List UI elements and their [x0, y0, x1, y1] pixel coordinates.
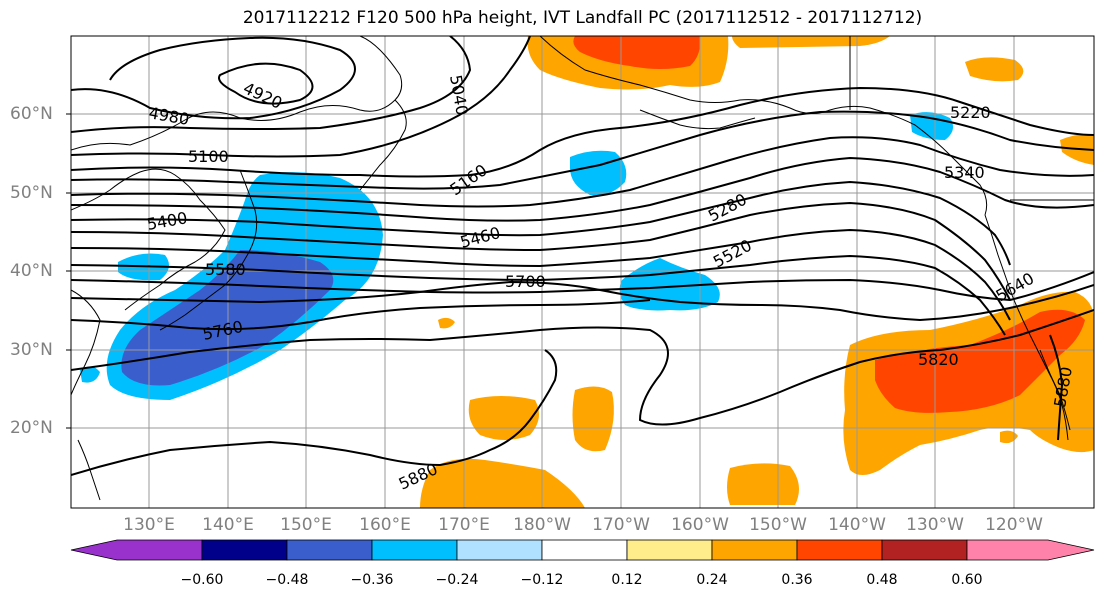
colorbar-segment [371, 539, 458, 561]
contour-5880-east [1049, 334, 1064, 441]
contour-label: 5100 [188, 147, 229, 166]
colorbar-tick-label: −0.24 [435, 572, 479, 588]
coastline-baja [1039, 349, 1071, 431]
coastline-asia-north [71, 36, 403, 151]
coastline-asia-east [71, 168, 226, 311]
coastline-kamchatka [359, 99, 407, 191]
colorbar-segment [796, 539, 883, 561]
ivt-blue-region [121, 250, 334, 386]
contour-5760 [71, 299, 651, 331]
contour-5400 [71, 180, 1011, 266]
colorbar-tick-label: 0.60 [951, 572, 983, 588]
contour-5220 [71, 110, 1094, 190]
page-title: 2017112212 F120 500 hPa height, IVT Land… [242, 8, 923, 28]
colorbar-segment-low-extend [70, 539, 203, 561]
lat-label: 60°N [10, 104, 53, 124]
contour-4920 [218, 62, 314, 105]
colorbar-tick-label: 0.36 [781, 572, 813, 588]
contour-label: 5580 [205, 260, 246, 279]
contour-label: 5820 [918, 350, 959, 369]
map-panel: 4920 4980 5040 5100 5160 5220 5280 5340 … [71, 36, 1094, 508]
lon-label: 170°E [438, 515, 490, 535]
colorbar-segment [201, 539, 288, 561]
lon-label: 150°W [749, 515, 807, 535]
colorbar-segment [881, 539, 968, 561]
contour-5280 [71, 136, 1094, 208]
colorbar-segment [286, 539, 373, 561]
contour-5340 [71, 156, 1094, 222]
coastline-aleutians [639, 109, 756, 130]
lon-label: 160°E [359, 515, 411, 535]
lon-label: 160°W [671, 515, 729, 535]
colorbar-tick-label: 0.12 [611, 572, 643, 588]
contour-5160 [71, 86, 1094, 178]
contour-5580 [71, 254, 1006, 336]
lon-label: 180°W [513, 515, 571, 535]
colorbar-segment [541, 539, 628, 561]
colorbar-tick-label: −0.36 [350, 572, 394, 588]
lon-label: 150°E [280, 515, 332, 535]
contour-5460 [71, 201, 1011, 301]
colorbar [70, 539, 1095, 561]
lon-label: 140°W [828, 515, 886, 535]
lon-label: 140°E [202, 515, 254, 535]
lon-label: 130°E [123, 515, 175, 535]
axis-ticks [66, 113, 71, 429]
coastline-china [71, 289, 101, 396]
coastline-north-america-west [984, 214, 1069, 441]
lon-label: 130°W [906, 515, 964, 535]
map-frame [70, 35, 1095, 509]
ivt-blue-patch-gulf [910, 112, 954, 140]
colorbar-tick-label: −0.12 [520, 572, 564, 588]
ivt-red-region-east [875, 309, 1085, 413]
contour-5880-south [71, 349, 558, 476]
colorbar-tick-label: 0.48 [866, 572, 898, 588]
graticule [71, 36, 1094, 508]
lat-label: 30°N [10, 340, 53, 360]
ivt-red-region-north [573, 36, 701, 69]
contour-4980 [71, 36, 356, 120]
contour-label: 5220 [950, 103, 991, 122]
ivt-orange-patch-small-1 [438, 317, 455, 329]
lat-label: 50°N [10, 183, 53, 203]
contour-5100 [71, 36, 531, 158]
contour-5700 [71, 280, 1094, 322]
colorbar-segment [711, 539, 798, 561]
colorbar-segment [456, 539, 543, 561]
colorbar-tick-label: 0.24 [696, 572, 728, 588]
ivt-orange-patch-south-1 [468, 396, 539, 440]
ivt-orange-region-south-center [420, 458, 585, 508]
ivt-orange-patch-south-3 [727, 463, 799, 505]
contour-5040 [71, 36, 472, 133]
colorbar-tick-label: −0.60 [180, 572, 224, 588]
contour-5520 [71, 228, 1011, 321]
contour-5820 [71, 309, 1094, 426]
colorbar-tick-label: −0.48 [265, 572, 309, 588]
lon-label: 120°W [985, 515, 1043, 535]
height-contours [71, 36, 1094, 476]
lat-label: 20°N [10, 418, 53, 438]
contour-label: 5700 [505, 272, 546, 291]
ivt-orange-patch-south-2 [572, 386, 614, 452]
contour-label: 5340 [944, 163, 985, 182]
ivt-orange-patch-ne [965, 57, 1024, 82]
ivt-small-blue-patch-far-west [80, 366, 100, 383]
contour-5640 [71, 271, 1094, 302]
colorbar-segment-high-extend [966, 539, 1095, 561]
lon-label: 170°W [592, 515, 650, 535]
lat-label: 40°N [10, 261, 53, 281]
colorbar-segment [626, 539, 713, 561]
